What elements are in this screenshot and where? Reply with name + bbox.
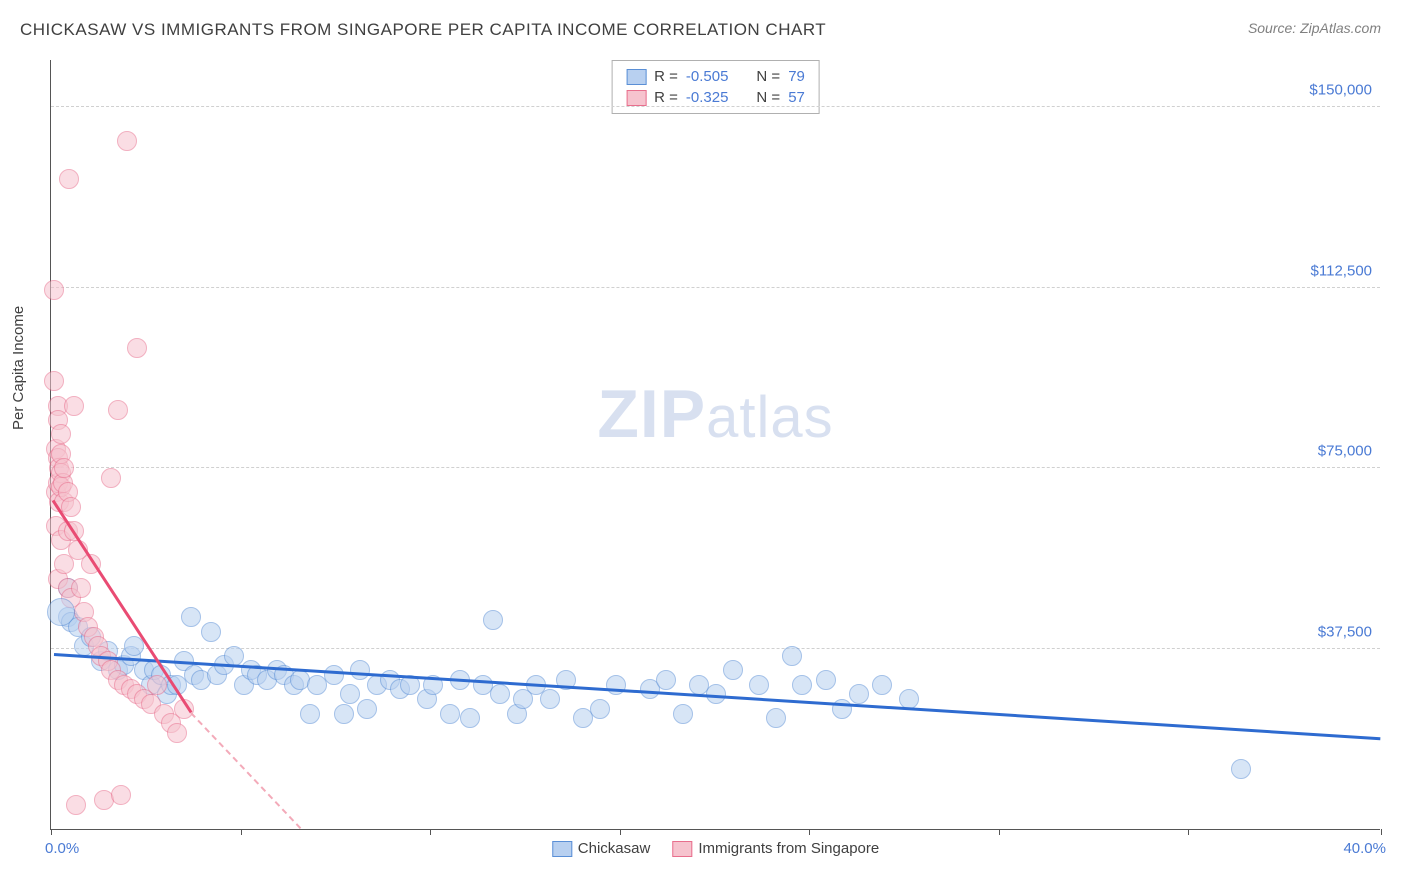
legend-n-label: N = xyxy=(756,68,780,85)
x-tick xyxy=(999,829,1000,835)
chart-title: CHICKASAW VS IMMIGRANTS FROM SINGAPORE P… xyxy=(20,20,826,40)
scatter-point xyxy=(108,400,128,420)
scatter-point-large xyxy=(47,598,75,626)
scatter-point xyxy=(111,785,131,805)
gridline xyxy=(51,467,1380,468)
scatter-point xyxy=(44,371,64,391)
scatter-point xyxy=(300,704,320,724)
x-tick xyxy=(51,829,52,835)
legend-r-label: R = xyxy=(654,68,678,85)
series-legend-item: Immigrants from Singapore xyxy=(672,840,879,857)
legend-swatch xyxy=(626,90,646,106)
scatter-point xyxy=(64,396,84,416)
scatter-point xyxy=(51,424,71,444)
y-tick-label: $150,000 xyxy=(1309,82,1372,99)
scatter-point xyxy=(673,704,693,724)
scatter-point xyxy=(440,704,460,724)
scatter-point xyxy=(127,338,147,358)
scatter-point xyxy=(117,131,137,151)
gridline xyxy=(51,287,1380,288)
scatter-point xyxy=(792,675,812,695)
trend-line-extrapolated xyxy=(190,712,301,829)
scatter-point xyxy=(483,610,503,630)
scatter-point xyxy=(460,708,480,728)
scatter-point xyxy=(656,670,676,690)
scatter-point xyxy=(224,646,244,666)
source-attribution: Source: ZipAtlas.com xyxy=(1248,20,1381,36)
y-tick-label: $112,500 xyxy=(1311,262,1372,279)
legend-n-value: 79 xyxy=(788,68,805,85)
scatter-point xyxy=(723,660,743,680)
series-legend-label: Immigrants from Singapore xyxy=(698,840,879,857)
x-tick xyxy=(1188,829,1189,835)
legend-r-value: -0.325 xyxy=(686,89,729,106)
scatter-point xyxy=(44,280,64,300)
series-legend: Chickasaw Immigrants from Singapore xyxy=(552,840,879,857)
x-tick xyxy=(241,829,242,835)
legend-r-label: R = xyxy=(654,89,678,106)
scatter-point xyxy=(201,622,221,642)
scatter-point xyxy=(350,660,370,680)
x-tick xyxy=(620,829,621,835)
legend-n-value: 57 xyxy=(788,89,805,106)
scatter-plot-area: ZIPatlas R =-0.505N =79R =-0.325N =57 Ch… xyxy=(50,60,1380,830)
scatter-point xyxy=(540,689,560,709)
scatter-point xyxy=(872,675,892,695)
scatter-point xyxy=(357,699,377,719)
series-legend-item: Chickasaw xyxy=(552,840,651,857)
scatter-point xyxy=(782,646,802,666)
legend-r-value: -0.505 xyxy=(686,68,729,85)
legend-row: R = -0.505 N = 79 xyxy=(626,66,805,87)
x-tick xyxy=(430,829,431,835)
scatter-point xyxy=(1231,759,1251,779)
scatter-point xyxy=(59,169,79,189)
scatter-point xyxy=(66,795,86,815)
legend-swatch xyxy=(626,69,646,85)
scatter-point xyxy=(324,665,344,685)
scatter-point xyxy=(340,684,360,704)
legend-swatch xyxy=(672,841,692,857)
watermark: ZIPatlas xyxy=(597,375,833,453)
x-tick xyxy=(1381,829,1382,835)
legend-row: R = -0.325 N = 57 xyxy=(626,87,805,108)
scatter-point xyxy=(54,458,74,478)
scatter-point xyxy=(181,607,201,627)
source-value: ZipAtlas.com xyxy=(1300,20,1381,36)
legend-swatch xyxy=(552,841,572,857)
scatter-point xyxy=(490,684,510,704)
scatter-point xyxy=(766,708,786,728)
scatter-point xyxy=(590,699,610,719)
trend-line xyxy=(54,653,1381,740)
x-tick xyxy=(809,829,810,835)
series-legend-label: Chickasaw xyxy=(578,840,651,857)
gridline xyxy=(51,106,1380,107)
x-axis-min-label: 0.0% xyxy=(45,840,79,857)
watermark-atlas: atlas xyxy=(706,385,834,450)
scatter-point xyxy=(749,675,769,695)
scatter-point xyxy=(147,675,167,695)
watermark-zip: ZIP xyxy=(597,376,706,452)
y-axis-label: Per Capita Income xyxy=(10,306,27,430)
x-axis-max-label: 40.0% xyxy=(1343,840,1386,857)
scatter-point xyxy=(71,578,91,598)
legend-n-label: N = xyxy=(756,89,780,106)
scatter-point xyxy=(816,670,836,690)
scatter-point xyxy=(849,684,869,704)
scatter-point xyxy=(167,723,187,743)
scatter-point xyxy=(101,468,121,488)
gridline xyxy=(51,648,1380,649)
scatter-point xyxy=(334,704,354,724)
y-tick-label: $75,000 xyxy=(1318,443,1372,460)
source-label: Source: xyxy=(1248,20,1296,36)
y-tick-label: $37,500 xyxy=(1318,623,1372,640)
